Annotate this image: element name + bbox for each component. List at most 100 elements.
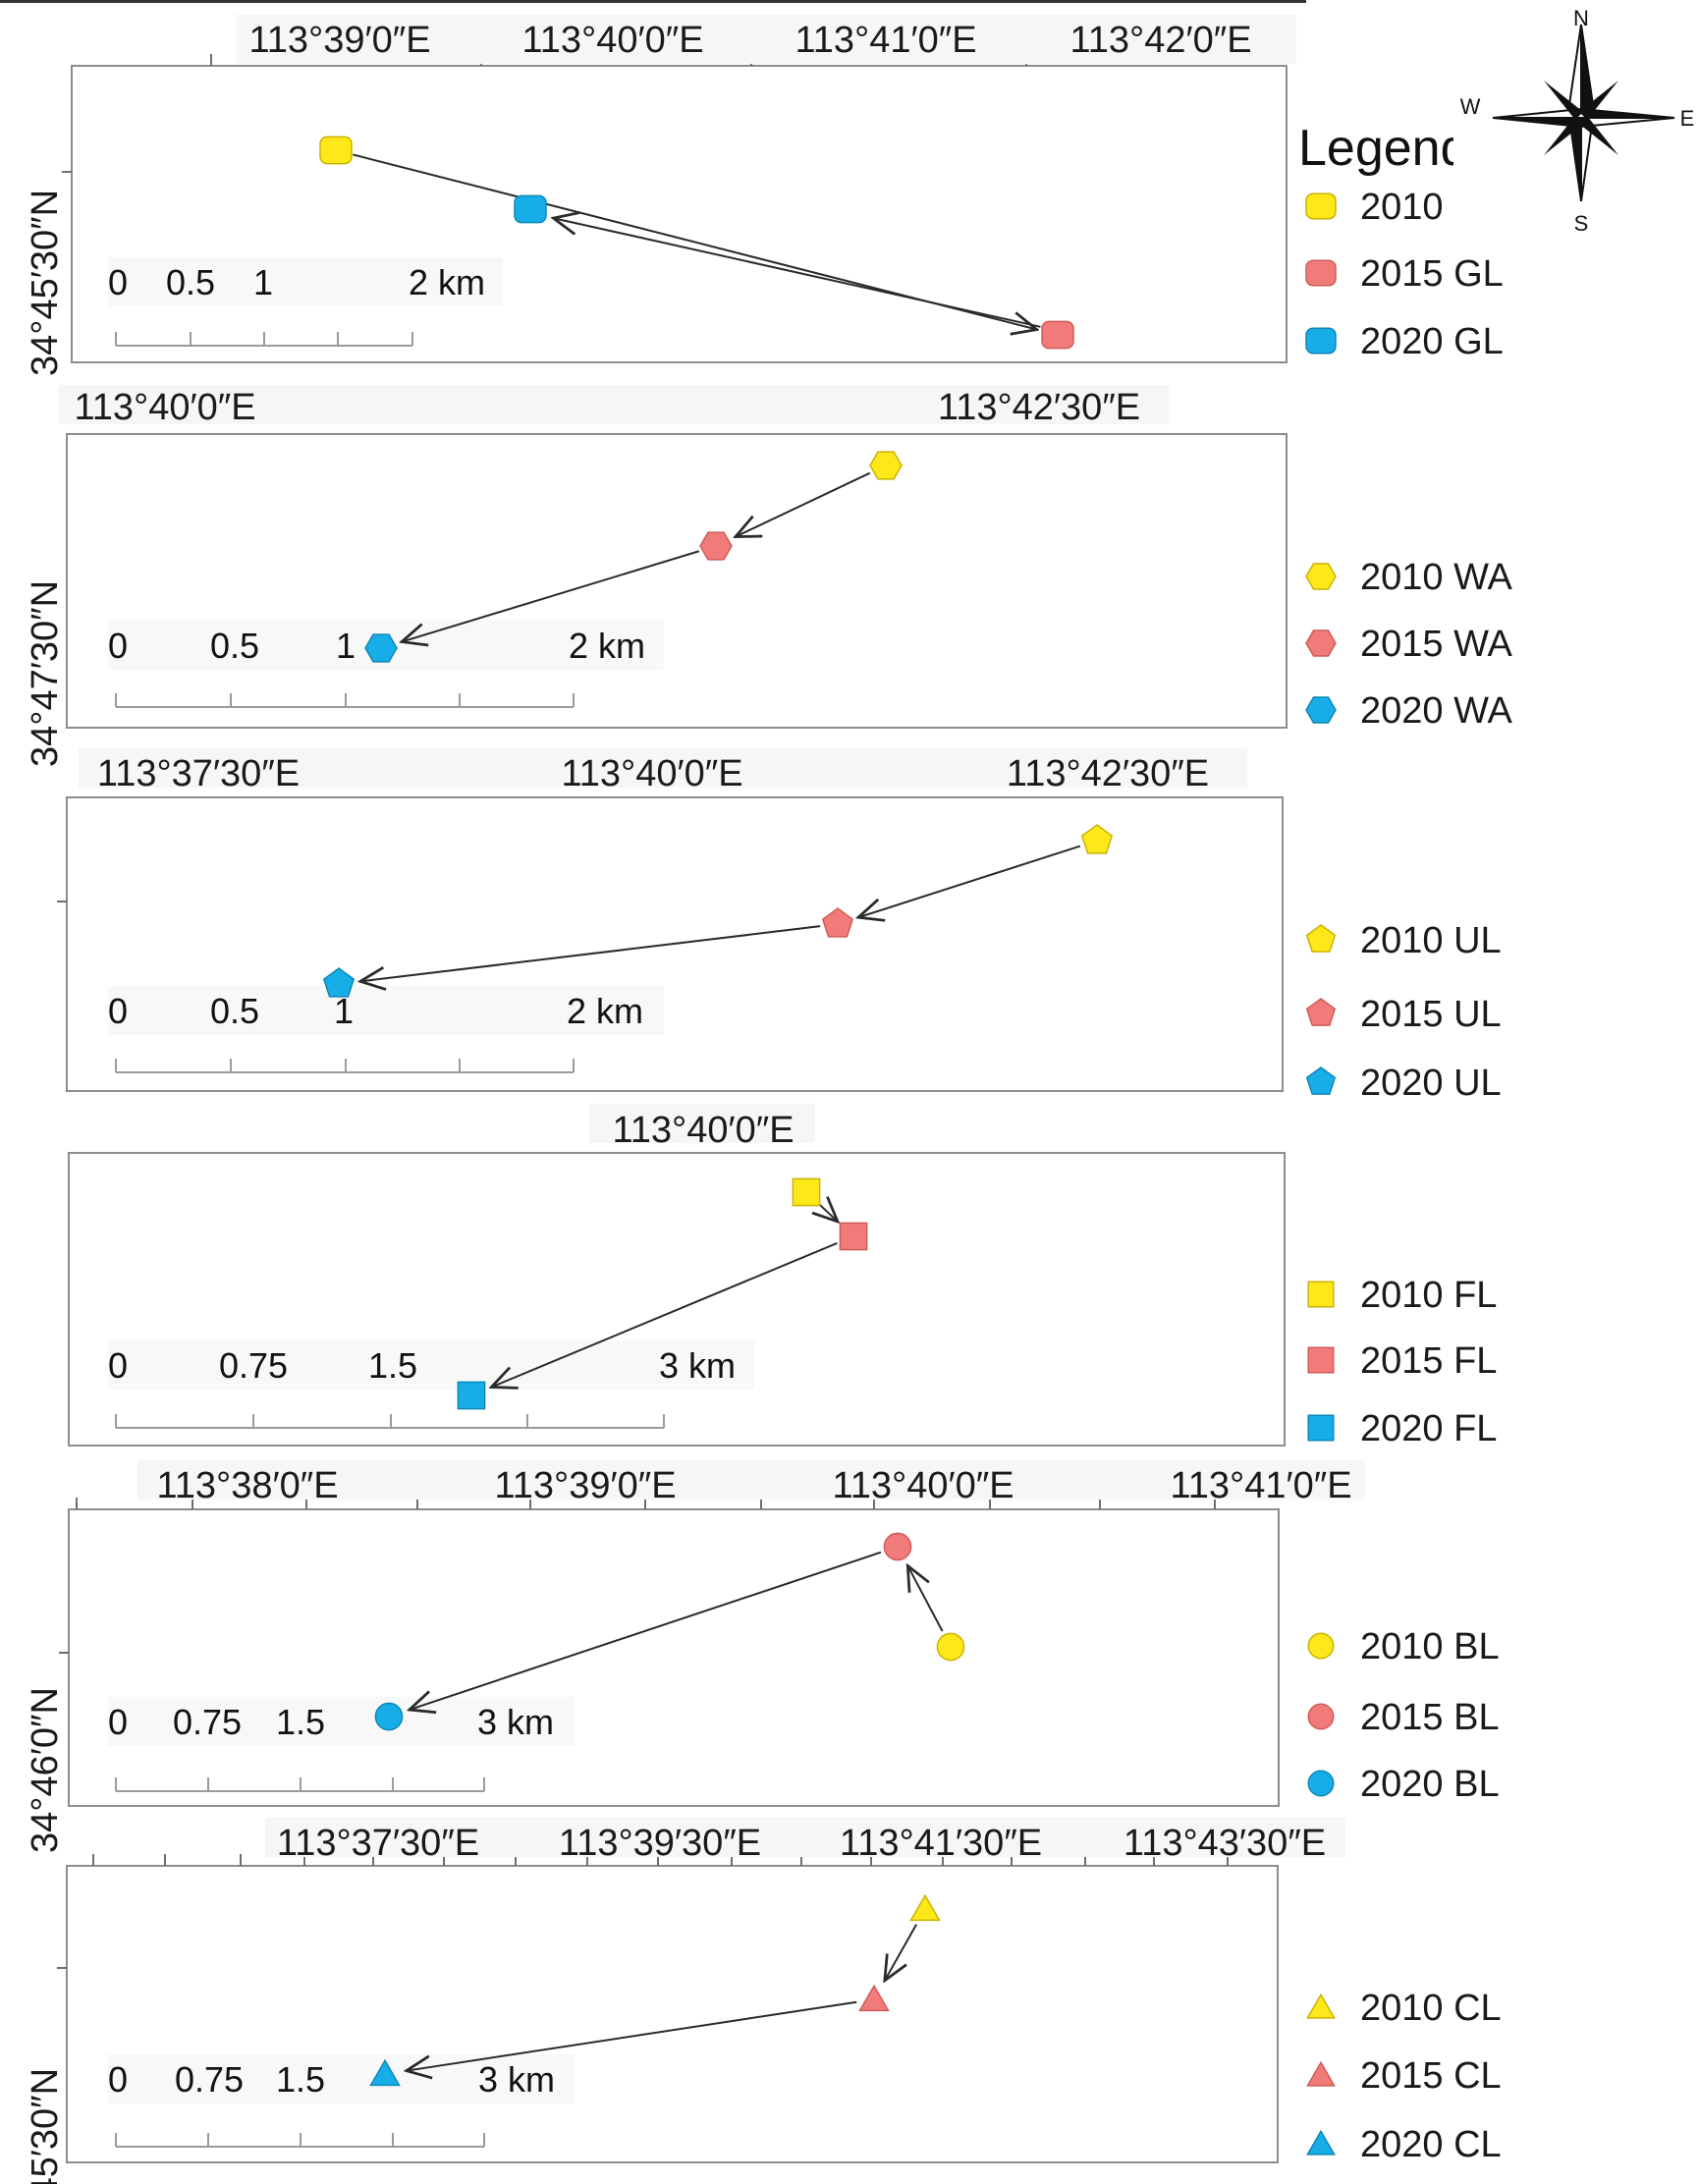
migration-arrow [858, 845, 1081, 918]
scale-label: 0.5 [210, 991, 259, 1031]
longitude-label: 113°41′0″E [795, 20, 976, 61]
legend-ul: 2010 UL 2015 UL 2020 UL [1305, 920, 1502, 1104]
longitude-label: 113°41′30″E [840, 1823, 1042, 1864]
panel-cl: 113°37′30″E 113°39′30″E 113°41′30″E 113°43′… [25, 1818, 1502, 2184]
scale-label: 2 km [567, 991, 643, 1031]
migration-arrow [491, 1241, 838, 1388]
legend-wa: 2010 WA 2015 WA 2020 WA [1305, 557, 1513, 732]
longitude-label: 113°39′30″E [559, 1823, 761, 1864]
legend-label: 2010 BL [1360, 1626, 1500, 1667]
centroid-2010-wa [869, 451, 903, 480]
longitude-label: 113°42′30″E [1007, 753, 1209, 794]
legend-label: 2015 BL [1360, 1697, 1500, 1738]
panel-ul: 113°37′30″E 113°40′0″E 113°42′30″E 0 0.5 1 2 k… [57, 748, 1502, 1104]
compass-west-label: W [1460, 94, 1481, 119]
scale-label: 0.5 [166, 262, 215, 302]
legend-symbol-2015 [1305, 998, 1337, 1026]
migration-arrow [736, 471, 871, 537]
latitude-label: 34°46′0″N [25, 1687, 66, 1853]
panel-wa: 113°40′0″E 113°42′30″E 34°47′30″N 0 0.5 1 2 km… [25, 385, 1513, 767]
scale-label: 1 [334, 991, 354, 1031]
legend-label: 2020 GL [1360, 321, 1504, 362]
legend-label: 2010 UL [1360, 920, 1502, 961]
centroid-2010-bl [936, 1632, 965, 1662]
legend-symbol-2010 [1305, 924, 1337, 953]
legend-cl: 2010 CL 2015 CL 2020 CL [1306, 1988, 1502, 2165]
migration-arrow [402, 550, 700, 641]
legend-label: 2020 FL [1360, 1408, 1497, 1449]
scale-label: 0 [108, 991, 128, 1031]
centroid-2015-wa [699, 531, 733, 561]
migration-arrow [907, 1565, 944, 1632]
centroid-2010-ul [1080, 824, 1114, 854]
legend-bl: 2010 BL 2015 BL 2020 BL [1307, 1626, 1500, 1805]
legend-symbol-2020 [1305, 696, 1337, 724]
legend-symbol-2015 [1305, 629, 1337, 657]
longitude-label: 113°42′0″E [1069, 20, 1251, 61]
scale-label: 0 [108, 1345, 128, 1386]
centroid-2015-bl [883, 1532, 912, 1561]
centroid-2015-fl [839, 1222, 868, 1251]
scale-label: 0.75 [219, 1345, 288, 1386]
longitude-label: 113°41′0″E [1170, 1465, 1351, 1506]
legend-symbol-2020 [1306, 2129, 1336, 2156]
centroid-2020-cl [369, 2058, 401, 2087]
scale-label: 1 [253, 262, 273, 302]
compass-east-label: E [1680, 106, 1695, 131]
label-strip [236, 15, 1296, 64]
scale-label: 0.75 [175, 2059, 244, 2100]
scale-bg [108, 1340, 754, 1390]
legend-label: 2010 CL [1360, 1988, 1502, 2029]
map-frame [66, 433, 1288, 729]
scale-label: 2 km [569, 626, 645, 666]
scale-label: 0.5 [210, 626, 259, 666]
centroid-2015-cl [858, 1984, 890, 2012]
longitude-label: 113°37′30″E [277, 1823, 479, 1864]
legend-symbol-2010 [1307, 1632, 1335, 1660]
legend-label: 2015 CL [1360, 2055, 1502, 2097]
panel-fl: 113°40′0″E 0 0.75 1.5 3 km 2010 FL 2015 FL 2020… [68, 1104, 1497, 1449]
north-arrow-compass: N S E W [1453, 0, 1699, 236]
longitude-label: 113°38′0″E [156, 1465, 338, 1506]
legend-label: 2020 CL [1360, 2124, 1502, 2165]
label-strip [137, 1460, 1365, 1500]
scale-bg [108, 2054, 575, 2103]
legend-label: 2015 UL [1360, 994, 1502, 1035]
scale-label: 1 [336, 626, 356, 666]
map-frame [66, 1865, 1279, 2163]
legend-symbol-2010 [1306, 1993, 1336, 2019]
legend-title: Legend [1298, 120, 1469, 177]
scale-label: 1.5 [368, 1345, 417, 1386]
migration-arrow [885, 1924, 918, 1981]
compass-needle [1579, 116, 1618, 155]
compass-north-label: N [1573, 6, 1589, 30]
migration-arrow [553, 218, 1041, 328]
longitude-label: 113°40′0″E [74, 387, 255, 428]
label-strip [79, 748, 1247, 788]
label-strip [589, 1104, 815, 1143]
longitude-label: 113°40′0″E [521, 20, 703, 61]
scale-bg [108, 1697, 575, 1746]
centroid-2020-fl [457, 1381, 486, 1410]
longitude-label: 113°40′0″E [612, 1110, 794, 1151]
migration-arrow [819, 1204, 838, 1222]
legend-symbol-2010 [1305, 563, 1337, 590]
longitude-label: 113°39′0″E [494, 1465, 676, 1506]
centroid-2010-gl [319, 136, 353, 165]
migration-arrow [407, 2000, 857, 2071]
scale-label: 0 [108, 1702, 128, 1742]
longitude-label: 113°40′0″E [832, 1465, 1014, 1506]
scale-label: 3 km [659, 1345, 736, 1386]
legend-label: 2015 WA [1360, 624, 1513, 665]
scale-label: 1.5 [276, 1702, 325, 1742]
scale-label: 0 [108, 2059, 128, 2100]
legend-symbol-2020 [1307, 1414, 1335, 1442]
longitude-label: 113°39′0″E [248, 20, 430, 61]
legend-label: 2020 UL [1360, 1063, 1502, 1104]
map-frame [68, 1152, 1286, 1447]
scale-bg [108, 257, 503, 306]
centroid-2020-wa [364, 633, 398, 663]
map-frame [71, 65, 1288, 363]
